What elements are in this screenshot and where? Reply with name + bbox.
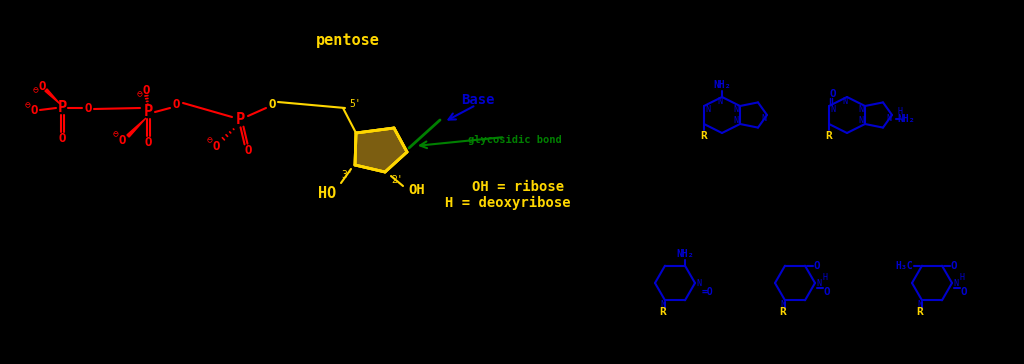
Text: N: N bbox=[858, 105, 863, 114]
Text: N: N bbox=[696, 278, 701, 288]
Text: ⊖: ⊖ bbox=[33, 85, 39, 95]
Text: ⊖: ⊖ bbox=[207, 135, 213, 145]
Text: O: O bbox=[58, 131, 66, 145]
Text: ⊖: ⊖ bbox=[25, 100, 31, 110]
Text: H: H bbox=[897, 107, 902, 116]
Text: R: R bbox=[659, 307, 667, 317]
Text: OH = ribose: OH = ribose bbox=[472, 180, 564, 194]
Text: H: H bbox=[959, 273, 965, 281]
Text: OH: OH bbox=[409, 183, 425, 197]
Text: H = deoxyribose: H = deoxyribose bbox=[445, 196, 570, 210]
Text: N: N bbox=[780, 300, 785, 309]
Text: R: R bbox=[700, 131, 708, 141]
Text: O: O bbox=[829, 89, 837, 99]
Text: P: P bbox=[57, 100, 67, 115]
Text: N: N bbox=[733, 116, 738, 125]
Text: glycosidic bond: glycosidic bond bbox=[468, 135, 562, 145]
Text: R: R bbox=[825, 131, 833, 141]
Text: O: O bbox=[245, 143, 252, 157]
Text: O: O bbox=[268, 98, 275, 111]
Text: Base: Base bbox=[461, 93, 495, 107]
Text: =O: =O bbox=[701, 287, 713, 297]
Text: HO: HO bbox=[317, 186, 336, 201]
Text: 3': 3' bbox=[341, 170, 353, 180]
Text: O: O bbox=[814, 261, 820, 271]
Text: ⊖: ⊖ bbox=[113, 129, 119, 139]
Text: N: N bbox=[816, 278, 821, 288]
Text: O: O bbox=[31, 104, 38, 118]
Text: O: O bbox=[38, 79, 46, 92]
Text: NH₂: NH₂ bbox=[897, 114, 914, 124]
Text: NH₂: NH₂ bbox=[713, 80, 731, 90]
Text: ⊖: ⊖ bbox=[137, 89, 143, 99]
Text: N: N bbox=[858, 116, 863, 125]
Text: NH₂: NH₂ bbox=[676, 249, 694, 259]
Text: O: O bbox=[172, 99, 180, 111]
Text: N: N bbox=[706, 105, 711, 114]
Text: O: O bbox=[84, 102, 92, 115]
Text: P: P bbox=[143, 104, 153, 119]
Polygon shape bbox=[355, 128, 407, 172]
Text: O: O bbox=[212, 139, 220, 153]
Text: N: N bbox=[886, 114, 891, 123]
Text: N: N bbox=[761, 114, 766, 123]
Text: O: O bbox=[142, 83, 150, 96]
Text: H: H bbox=[822, 273, 827, 281]
Text: N: N bbox=[660, 300, 666, 309]
Text: O: O bbox=[823, 287, 830, 297]
Text: H₃C: H₃C bbox=[895, 261, 912, 271]
Text: N: N bbox=[733, 105, 738, 114]
Text: 5': 5' bbox=[349, 99, 360, 109]
Text: 2': 2' bbox=[391, 175, 402, 185]
Text: N: N bbox=[918, 300, 923, 309]
Text: P: P bbox=[236, 112, 245, 127]
Polygon shape bbox=[127, 118, 146, 137]
Text: N: N bbox=[953, 278, 958, 288]
Text: N: N bbox=[830, 105, 836, 114]
Text: R: R bbox=[916, 307, 924, 317]
Text: pentose: pentose bbox=[316, 32, 380, 47]
Text: R: R bbox=[779, 307, 786, 317]
Text: O: O bbox=[144, 135, 152, 149]
Polygon shape bbox=[45, 89, 60, 104]
Text: N: N bbox=[718, 96, 723, 106]
Text: O: O bbox=[961, 287, 968, 297]
Text: O: O bbox=[118, 134, 126, 146]
Text: O: O bbox=[950, 261, 957, 271]
Text: N: N bbox=[843, 96, 848, 106]
